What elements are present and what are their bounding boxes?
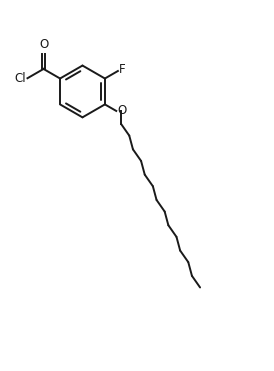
- Text: O: O: [118, 104, 127, 117]
- Text: Cl: Cl: [15, 72, 26, 85]
- Text: F: F: [119, 63, 126, 76]
- Text: O: O: [39, 38, 48, 51]
